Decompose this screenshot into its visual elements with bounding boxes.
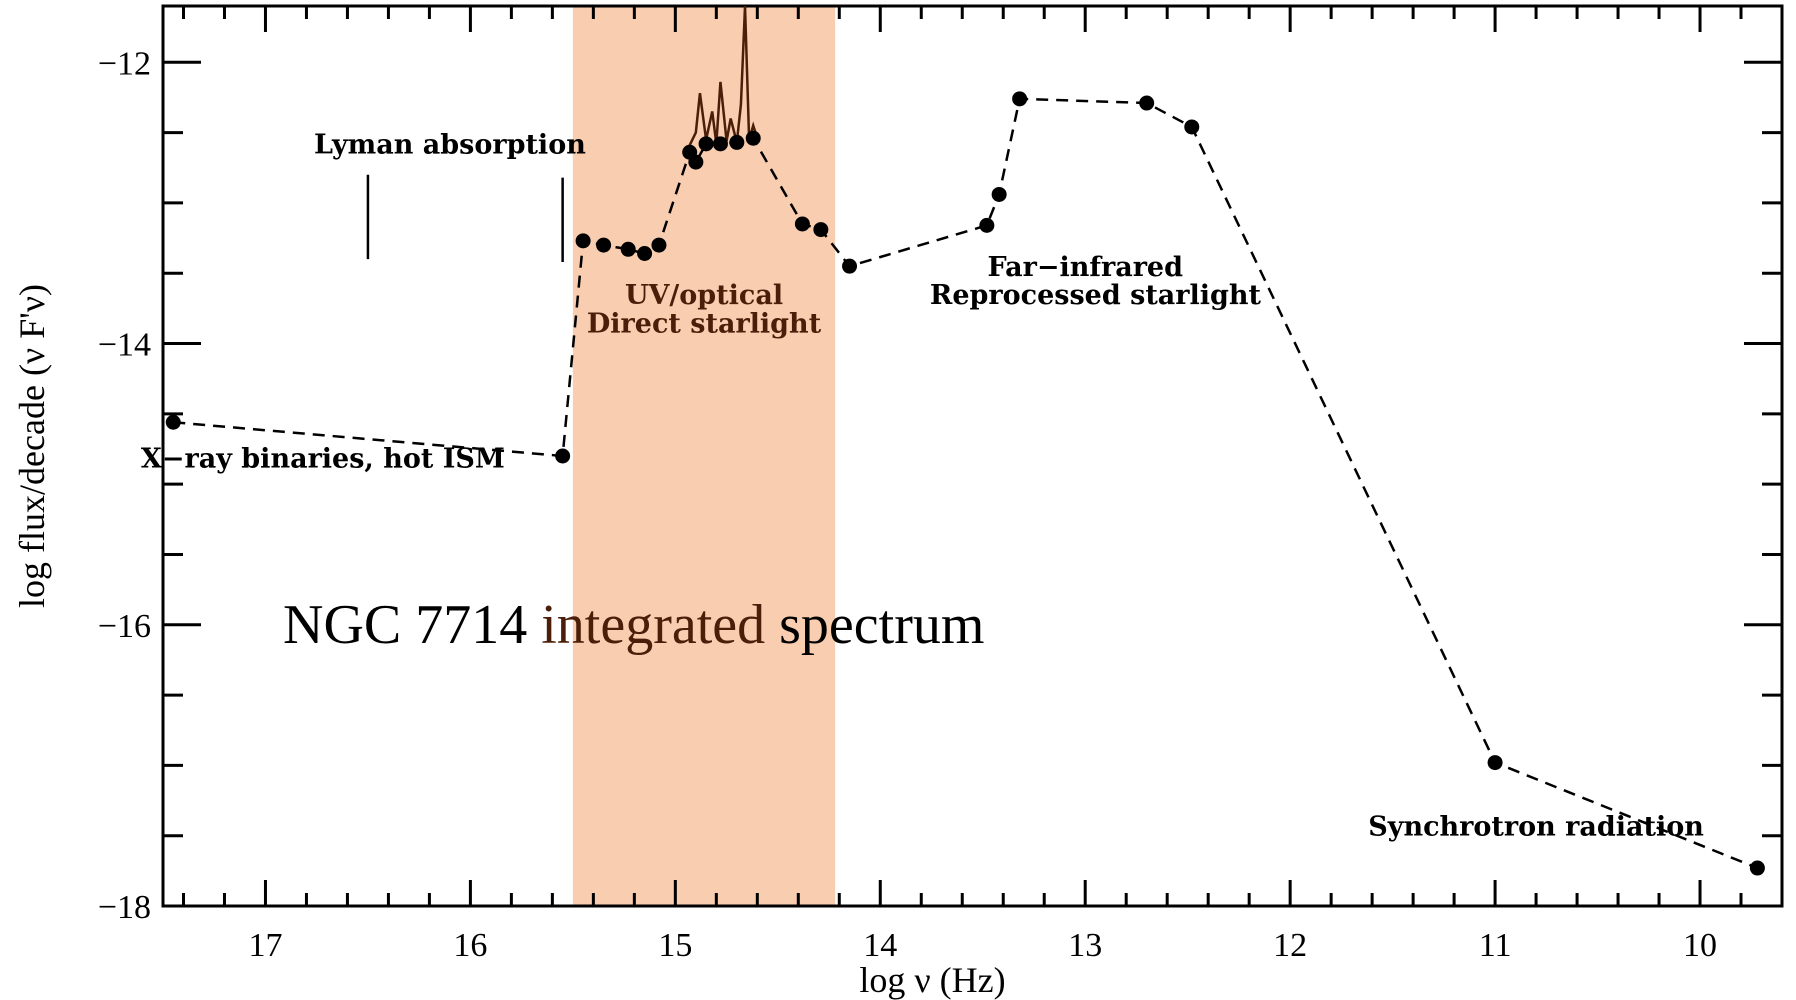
data-point: [651, 237, 667, 253]
highlight-band: [572, 6, 836, 906]
x-tick-label: 14: [863, 927, 897, 964]
x-tick-label: 10: [1683, 927, 1717, 964]
annotation-label: Reprocessed starlight: [930, 280, 1262, 311]
data-point: [813, 222, 829, 238]
annotation-label: X−ray binaries, hot ISM: [141, 443, 505, 474]
data-point: [620, 241, 636, 257]
annotation-label: UV/optical: [625, 280, 783, 311]
annotation-label: Far−infrared: [987, 252, 1183, 283]
data-point: [596, 237, 612, 253]
sed-dashed-line: [173, 97, 1758, 870]
x-tick-label: 15: [658, 927, 692, 964]
data-point: [1184, 119, 1200, 135]
y-tick-label: −12: [98, 45, 151, 82]
data-point: [637, 246, 653, 261]
y-axis-label: log flux/decade (ν F'ν): [12, 284, 52, 608]
y-tick-label: −14: [98, 327, 151, 364]
data-point: [165, 414, 181, 430]
data-point: [794, 216, 810, 232]
x-tick-label: 16: [453, 927, 487, 964]
x-tick-label: 17: [248, 927, 282, 964]
lyman-markers: [366, 174, 564, 262]
data-point: [1487, 755, 1503, 771]
x-tick-label: 11: [1479, 927, 1512, 964]
data-point: [698, 136, 714, 152]
data-point: [1012, 91, 1028, 107]
data-point: [979, 217, 995, 233]
sed-series: [165, 91, 1765, 876]
data-point: [842, 258, 858, 274]
y-tick-label: −16: [98, 608, 151, 645]
x-axis-label: log ν (Hz): [859, 960, 1005, 1000]
annotation-label: Lyman absorption: [314, 130, 586, 161]
data-point: [688, 154, 704, 170]
data-point: [745, 130, 761, 146]
data-point: [712, 136, 728, 152]
plot-frame: [161, 4, 1784, 908]
x-tick-label: 13: [1068, 927, 1102, 964]
data-point: [729, 134, 745, 150]
data-point: [1139, 95, 1155, 111]
data-point: [575, 233, 591, 249]
y-tick-label: −18: [98, 889, 151, 926]
annotation-label: Direct starlight: [587, 308, 822, 339]
data-point: [555, 448, 571, 464]
x-tick-label: 12: [1273, 927, 1307, 964]
chart-title: NGC 7714 integrated spectrum: [283, 594, 984, 656]
annotation-label: Synchrotron radiation: [1368, 812, 1704, 843]
data-point: [991, 186, 1007, 202]
data-point: [1749, 860, 1765, 876]
axis-ticks: 17 16 15 14 13 12 11 10 −12 −14 −16 −18: [98, 6, 1784, 964]
